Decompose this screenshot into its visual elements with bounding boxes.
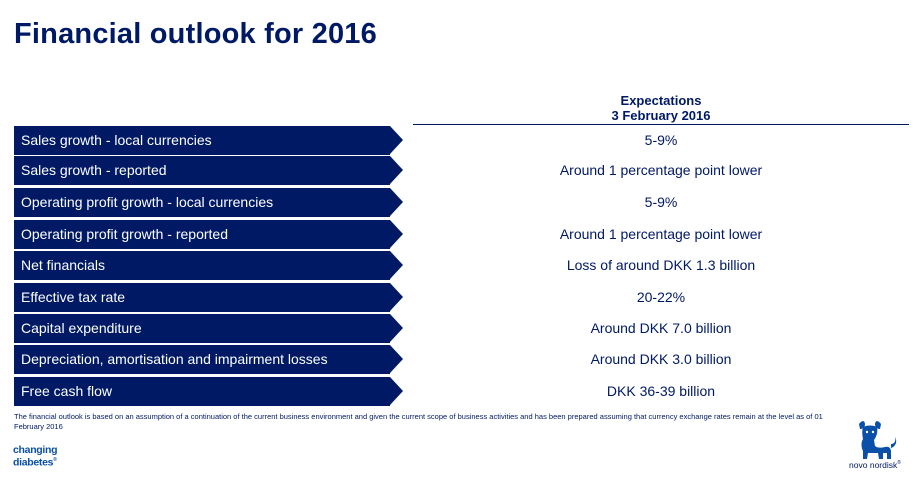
outlook-row-label: Sales growth - reported — [14, 156, 390, 185]
changing-diabetes-line1: changing — [13, 444, 58, 456]
outlook-row-label: Free cash flow — [14, 377, 390, 406]
changing-diabetes-line2: diabetes® — [13, 456, 57, 468]
row-arrow-shape — [390, 126, 403, 154]
outlook-row-value: 5-9% — [644, 194, 678, 210]
outlook-row-label: Sales growth - local currencies — [14, 126, 390, 155]
outlook-row-label: Operating profit growth - reported — [14, 220, 390, 249]
outlook-row-value: Around DKK 7.0 billion — [590, 320, 732, 336]
outlook-row: Depreciation, amortisation and impairmen… — [14, 345, 909, 374]
outlook-row: Capital expenditure Around DKK 7.0 billi… — [14, 314, 909, 343]
page-title: Financial outlook for 2016 — [14, 18, 377, 50]
row-arrow-shape — [390, 314, 403, 342]
outlook-row-value: Loss of around DKK 1.3 billion — [566, 257, 756, 273]
outlook-row-label: Net financials — [14, 251, 390, 280]
outlook-row-value: 5-9% — [644, 132, 678, 148]
outlook-row-value: Around 1 percentage point lower — [559, 226, 763, 242]
expectations-divider — [413, 124, 909, 125]
novo-nordisk-wordmark: novo nordisk® — [849, 460, 901, 470]
outlook-row-label: Capital expenditure — [14, 314, 390, 343]
outlook-row-label: Effective tax rate — [14, 283, 390, 312]
outlook-row: Operating profit growth - local currenci… — [14, 188, 909, 217]
row-arrow-shape — [390, 251, 403, 279]
row-arrow-shape — [390, 188, 403, 216]
outlook-row: Sales growth - reported Around 1 percent… — [14, 156, 909, 185]
outlook-row-value: Around DKK 3.0 billion — [590, 351, 732, 367]
outlook-row-value: 20-22% — [636, 289, 686, 305]
row-arrow-shape — [390, 156, 403, 184]
changing-diabetes-logo: changing diabetes® — [13, 444, 58, 468]
row-arrow-shape — [390, 220, 403, 248]
expectations-header-date: 3 February 2016 — [611, 108, 711, 123]
outlook-row-label: Operating profit growth - local currenci… — [14, 188, 390, 217]
row-arrow-shape — [390, 377, 403, 405]
outlook-row: Free cash flow DKK 36-39 billion — [14, 377, 909, 406]
outlook-row: Net financials Loss of around DKK 1.3 bi… — [14, 251, 909, 280]
novo-nordisk-bull-icon — [859, 421, 897, 459]
outlook-row-label: Depreciation, amortisation and impairmen… — [14, 345, 390, 374]
expectations-header: Expectations 3 February 2016 — [413, 93, 909, 123]
outlook-row-value: Around 1 percentage point lower — [559, 162, 763, 178]
outlook-row: Operating profit growth - reported Aroun… — [14, 220, 909, 249]
row-arrow-shape — [390, 345, 403, 373]
footnote: The financial outlook is based on an ass… — [14, 412, 823, 431]
outlook-row-value: DKK 36-39 billion — [606, 383, 716, 399]
expectations-header-line1: Expectations — [620, 93, 702, 108]
outlook-row: Effective tax rate 20-22% — [14, 283, 909, 312]
outlook-row: Sales growth - local currencies 5-9% — [14, 126, 909, 155]
row-arrow-shape — [390, 283, 403, 311]
novo-nordisk-logo: novo nordisk® — [841, 420, 909, 472]
